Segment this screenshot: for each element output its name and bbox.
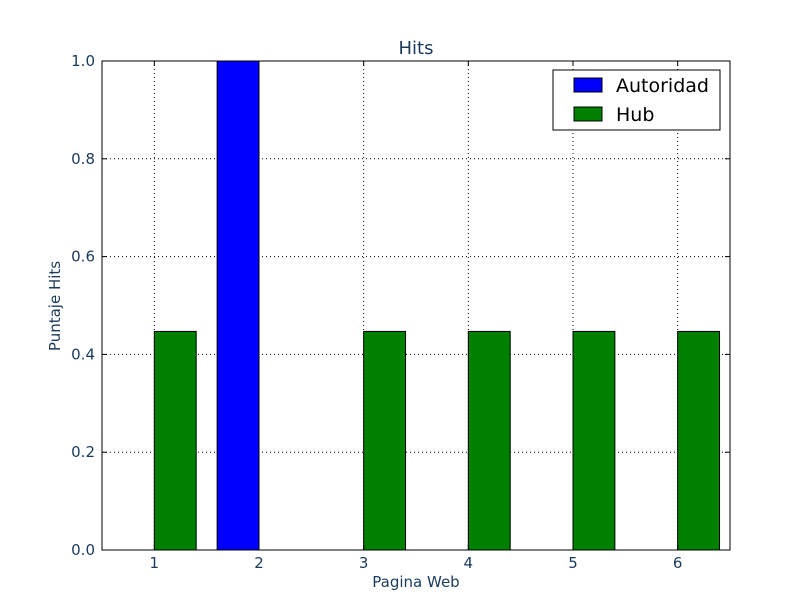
hub-bar [677,330,721,551]
y-axis-label: Puntaje Hits [46,261,64,351]
hub-bar [363,330,407,551]
legend-swatch-hub [573,106,603,122]
autoridad-bar [216,60,260,551]
x-tick-label: 5 [568,554,578,572]
plot-area-frame [101,60,731,551]
legend-label-autoridad: Autoridad [616,75,709,97]
x-tick-labels: 1 2 3 4 5 6 [150,554,683,572]
legend-label-hub: Hub [616,104,654,126]
y-tick-label: 0.4 [71,345,95,363]
hub-bar [572,330,616,551]
y-tick-label: 0.0 [71,541,95,559]
legend: Autoridad Hub [552,69,721,131]
x-tick-label: 4 [464,554,474,572]
x-axis-label: Pagina Web [372,573,459,591]
y-tick-labels: 0.0 0.2 0.4 0.6 0.8 1.0 [71,52,95,559]
x-tick-label: 6 [673,554,683,572]
hub-bar [153,330,197,551]
y-tick-label: 0.6 [71,248,95,266]
legend-swatch-autoridad [573,77,603,93]
x-tick-label: 3 [359,554,369,572]
y-tick-label: 0.8 [71,150,95,168]
y-tick-label: 1.0 [71,52,95,70]
hub-bar [467,330,511,551]
x-tick-label: 1 [150,554,160,572]
bars-group [153,60,721,551]
y-tick-label: 0.2 [71,443,95,461]
x-tick-label: 2 [254,554,264,572]
axis-ticks [102,60,730,551]
chart-title: Hits [399,38,434,59]
